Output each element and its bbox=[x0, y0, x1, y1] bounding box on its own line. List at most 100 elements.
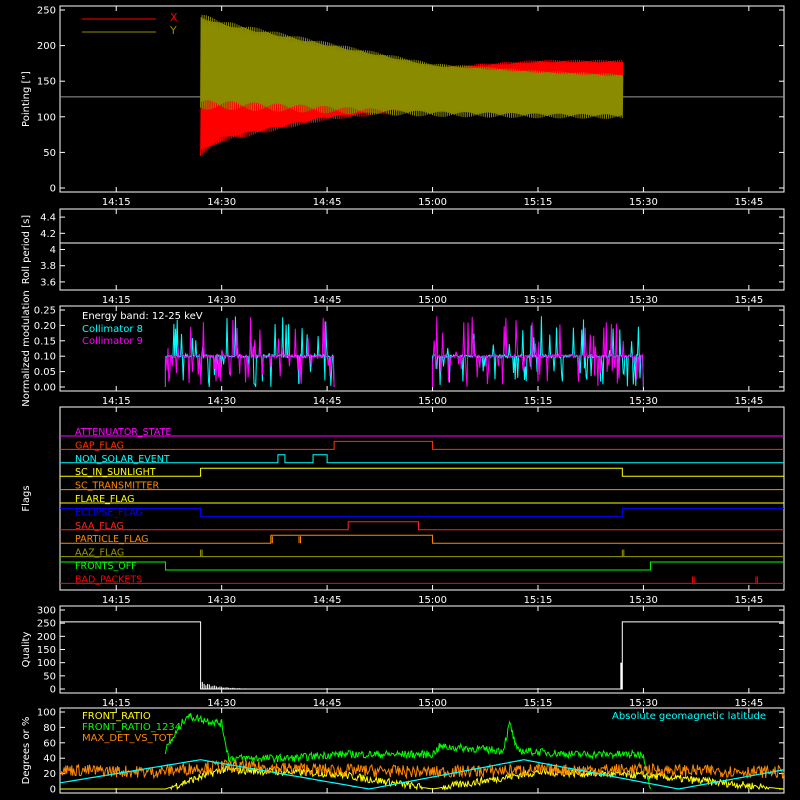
xtick-label: 14:45 bbox=[313, 698, 342, 709]
xtick-label: 15:00 bbox=[418, 197, 447, 208]
flag-line bbox=[60, 454, 784, 464]
flag-line bbox=[60, 561, 784, 571]
xtick-label: 14:30 bbox=[207, 295, 236, 306]
xtick-label: 14:15 bbox=[102, 396, 131, 407]
flag-label: PARTICLE_FLAG bbox=[75, 534, 148, 545]
xtick-label: 15:45 bbox=[734, 295, 763, 306]
xtick-label: 14:45 bbox=[313, 197, 342, 208]
legend-label-ratio: MAX_DET_VS_TOT bbox=[82, 733, 174, 744]
quality-line bbox=[60, 621, 784, 690]
ytick-label: 3.6 bbox=[40, 277, 56, 288]
flag-line bbox=[60, 521, 784, 531]
flag-label: SC_TRANSMITTER bbox=[75, 481, 160, 492]
ytick-label: 150 bbox=[37, 645, 56, 656]
panel-frame-pointing bbox=[59, 5, 785, 193]
ytick-label: 300 bbox=[37, 606, 56, 617]
geomagnetic-latitude-label: Absolute geomagnetic latitude bbox=[612, 711, 766, 722]
flag-label: FLARE_FLAG bbox=[75, 494, 135, 505]
flag-label: ECLIPSE_FLAG bbox=[75, 507, 143, 518]
flag-label: BAD_PACKETS bbox=[75, 574, 142, 585]
xtick-label: 14:45 bbox=[313, 295, 342, 306]
flag-line bbox=[60, 507, 784, 517]
xtick-label: 15:30 bbox=[629, 595, 658, 606]
legend-label-ratio: FRONT_RATIO bbox=[82, 711, 151, 722]
xtick-label: 14:15 bbox=[102, 197, 131, 208]
ytick-label: 60 bbox=[43, 738, 56, 749]
ytick-label: 250 bbox=[37, 619, 56, 630]
ytick-label: 0 bbox=[50, 785, 56, 796]
ytick-label: 200 bbox=[37, 632, 56, 643]
flag-line bbox=[60, 467, 784, 477]
xtick-label: 14:15 bbox=[102, 595, 131, 606]
xtick-label: 14:30 bbox=[207, 396, 236, 407]
flag-label: SC_IN_SUNLIGHT bbox=[75, 467, 156, 478]
ytick-label: 100 bbox=[37, 708, 56, 719]
xtick-label: 15:45 bbox=[734, 595, 763, 606]
ylabel-modulation: Normalized modulation bbox=[21, 290, 32, 407]
ytick-label: 40 bbox=[43, 754, 56, 765]
panel-frame-ratio bbox=[59, 707, 785, 794]
ytick-label: 4.4 bbox=[40, 213, 56, 224]
ylabel-flags: Flags bbox=[21, 485, 32, 511]
panel-frame-flags bbox=[59, 406, 785, 591]
xtick-label: 15:15 bbox=[524, 698, 553, 709]
ytick-label: 200 bbox=[37, 41, 56, 52]
xtick-label: 14:30 bbox=[207, 595, 236, 606]
series-line-ratio bbox=[164, 712, 651, 790]
flag-label: ATTENUATOR_STATE bbox=[75, 427, 171, 438]
xtick-label: 15:30 bbox=[629, 295, 658, 306]
panel-frame-quality bbox=[59, 605, 785, 694]
flag-label: AAZ_FLAG bbox=[75, 548, 124, 559]
ytick-label: 0.05 bbox=[34, 367, 56, 378]
series-y bbox=[200, 14, 624, 119]
xtick-label: 14:15 bbox=[102, 698, 131, 709]
ytick-label: 50 bbox=[43, 148, 56, 159]
panel-frame-modulation bbox=[59, 305, 785, 392]
xtick-label: 15:00 bbox=[418, 595, 447, 606]
legend-label-y: Y bbox=[169, 24, 177, 37]
flag-label: FRONTS_OFF bbox=[75, 561, 137, 572]
ylabel-ratio: Degrees or % bbox=[21, 717, 32, 785]
series-line-ratio bbox=[59, 759, 785, 780]
ytick-label: 0.25 bbox=[34, 306, 56, 317]
xtick-label: 14:30 bbox=[207, 698, 236, 709]
series-line-ratio bbox=[60, 765, 785, 791]
ytick-label: 0 bbox=[50, 184, 56, 195]
series-line-collimator bbox=[432, 316, 644, 388]
xtick-label: 15:15 bbox=[524, 197, 553, 208]
ylabel-quality: Quality bbox=[21, 632, 32, 668]
ylabel-pointing: Pointing ["] bbox=[21, 71, 32, 127]
series-line-y bbox=[200, 14, 624, 119]
xtick-label: 15:30 bbox=[629, 698, 658, 709]
ytick-label: 4.2 bbox=[40, 229, 56, 240]
xtick-label: 14:45 bbox=[313, 595, 342, 606]
ytick-label: 100 bbox=[37, 112, 56, 123]
xtick-label: 15:30 bbox=[629, 197, 658, 208]
xtick-label: 15:15 bbox=[524, 595, 553, 606]
ylabel-roll: Roll period [s] bbox=[21, 215, 32, 284]
ytick-label: 0.20 bbox=[34, 321, 56, 332]
legend-label-collimator: Collimator 9 bbox=[82, 336, 143, 347]
ytick-label: 80 bbox=[43, 723, 56, 734]
ytick-label: 100 bbox=[37, 658, 56, 669]
flag-line bbox=[60, 440, 784, 450]
ytick-label: 0.00 bbox=[34, 383, 56, 394]
flag-label: GAP_FLAG bbox=[75, 440, 124, 451]
legend-label-ratio: FRONT_RATIO_1234 bbox=[82, 722, 181, 733]
series-line-collimator bbox=[164, 317, 335, 388]
ytick-label: 4 bbox=[50, 245, 56, 256]
xtick-label: 14:15 bbox=[102, 295, 131, 306]
ytick-label: 20 bbox=[43, 769, 56, 780]
xtick-label: 14:30 bbox=[207, 197, 236, 208]
ytick-label: 0.15 bbox=[34, 336, 56, 347]
flag-label: SAA_FLAG bbox=[75, 521, 124, 532]
ytick-label: 0.10 bbox=[34, 352, 56, 363]
xtick-label: 15:15 bbox=[524, 396, 553, 407]
xtick-label: 15:45 bbox=[734, 197, 763, 208]
flag-line bbox=[60, 534, 784, 544]
flag-label: NON_SOLAR_EVENT bbox=[75, 454, 170, 465]
panel-frame-roll bbox=[59, 208, 785, 291]
xtick-label: 15:00 bbox=[418, 396, 447, 407]
series-line-ratio bbox=[59, 759, 785, 790]
ytick-label: 3.8 bbox=[40, 261, 56, 272]
